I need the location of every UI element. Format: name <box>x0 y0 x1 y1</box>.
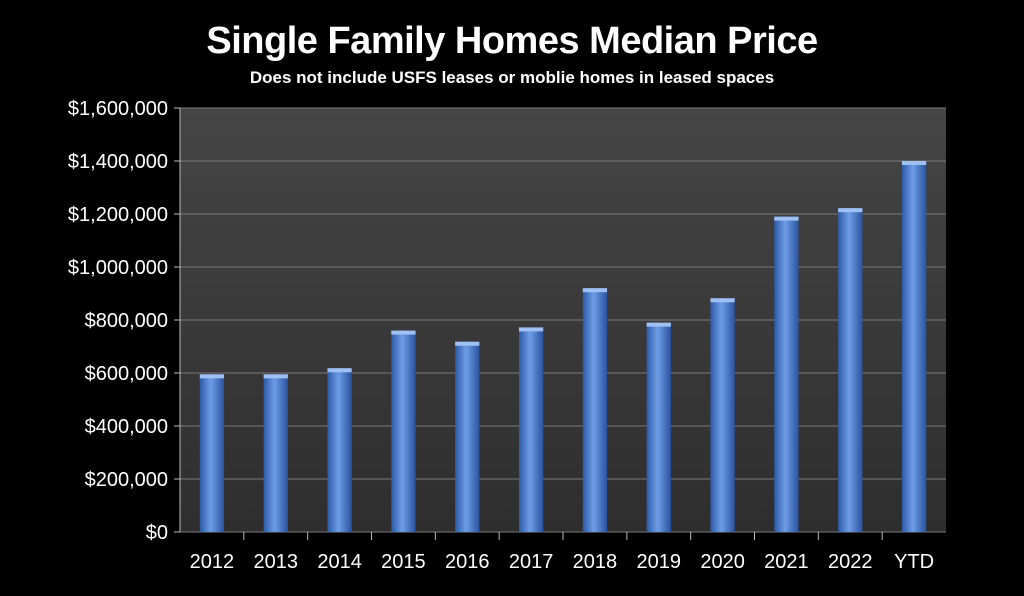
bar-cap-2015 <box>391 330 416 335</box>
bar-2021 <box>774 216 799 532</box>
y-tick-label: $1,400,000 <box>68 151 168 173</box>
y-tick-label: $0 <box>146 522 168 544</box>
y-tick-label: $400,000 <box>85 416 168 438</box>
x-tick-label: 2019 <box>637 551 682 573</box>
y-tick-label: $800,000 <box>85 310 168 332</box>
bar-2018 <box>582 288 608 532</box>
chart-title: Single Family Homes Median Price <box>206 20 818 62</box>
bar-cap-2012 <box>199 374 225 379</box>
bar-2013 <box>263 374 288 532</box>
bar-cap-YTD <box>901 161 927 165</box>
bar-2020 <box>710 298 735 532</box>
bar-cap-2017 <box>518 327 544 332</box>
x-tick-label: 2018 <box>573 551 618 573</box>
x-tick-label: 2014 <box>317 551 362 573</box>
y-tick-label: $1,000,000 <box>68 257 168 279</box>
bar-2012 <box>199 374 225 532</box>
x-tick-label: 2013 <box>254 551 299 573</box>
x-tick-label: 2016 <box>445 551 490 573</box>
bar-cap-2020 <box>710 298 735 303</box>
x-tick-label: 2017 <box>509 551 554 573</box>
bar-cap-2022 <box>838 208 863 213</box>
bar-2014 <box>327 368 352 532</box>
y-tick-label: $600,000 <box>85 363 168 385</box>
bar-2015 <box>391 330 416 532</box>
bar-cap-2013 <box>263 374 288 379</box>
bar-YTD <box>901 161 927 532</box>
x-tick-label: 2012 <box>190 551 235 573</box>
bar-2019 <box>646 322 671 532</box>
bar-2022 <box>838 208 863 533</box>
y-tick-label: $1,200,000 <box>68 204 168 226</box>
bar-cap-2016 <box>455 341 480 346</box>
x-tick-label: 2022 <box>828 551 873 573</box>
y-tick-label: $200,000 <box>85 469 168 491</box>
bar-cap-2019 <box>646 322 671 327</box>
bar-cap-2021 <box>774 216 799 221</box>
chart-subtitle: Does not include USFS leases or moblie h… <box>249 68 775 87</box>
x-tick-label: YTD <box>894 551 934 573</box>
x-tick-label: 2015 <box>381 551 426 573</box>
bar-2016 <box>455 341 480 532</box>
bar-2017 <box>518 327 544 532</box>
y-tick-label: $1,600,000 <box>68 98 168 120</box>
x-tick-label: 2021 <box>764 551 809 573</box>
bar-cap-2018 <box>582 288 608 293</box>
bar-cap-2014 <box>327 368 352 373</box>
x-tick-label: 2020 <box>700 551 745 573</box>
